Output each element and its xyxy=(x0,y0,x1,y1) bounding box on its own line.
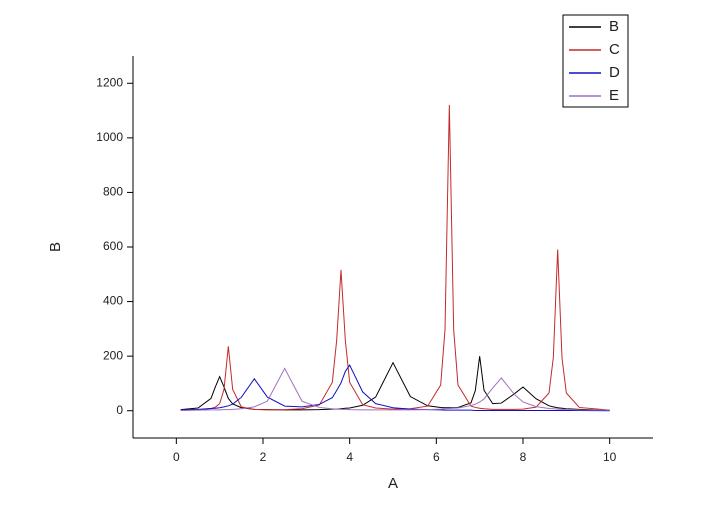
y-tick-label: 1000 xyxy=(96,130,123,144)
y-tick-label: 800 xyxy=(103,185,123,199)
legend-label: B xyxy=(609,18,619,35)
line-series xyxy=(180,356,610,411)
legend-label: C xyxy=(609,41,620,58)
x-tick-label: 8 xyxy=(520,450,527,464)
legend-label: E xyxy=(609,87,619,104)
x-tick-label: 2 xyxy=(260,450,267,464)
y-axis-label: B xyxy=(47,242,64,252)
y-tick-label: 0 xyxy=(116,403,123,417)
line-series xyxy=(180,104,610,411)
line-series xyxy=(180,367,610,411)
x-tick-label: 0 xyxy=(173,450,180,464)
legend-box xyxy=(562,14,629,108)
y-tick-label: 1200 xyxy=(96,75,123,89)
x-tick-label: 6 xyxy=(433,450,440,464)
x-tick-label: 10 xyxy=(603,450,617,464)
x-tick-label: 4 xyxy=(346,450,353,464)
legend-label: D xyxy=(609,64,620,81)
y-tick-label: 200 xyxy=(103,348,123,362)
line-series xyxy=(180,364,610,412)
y-tick-label: 400 xyxy=(103,294,123,308)
y-tick-label: 600 xyxy=(103,239,123,253)
x-axis-label: A xyxy=(388,475,398,492)
